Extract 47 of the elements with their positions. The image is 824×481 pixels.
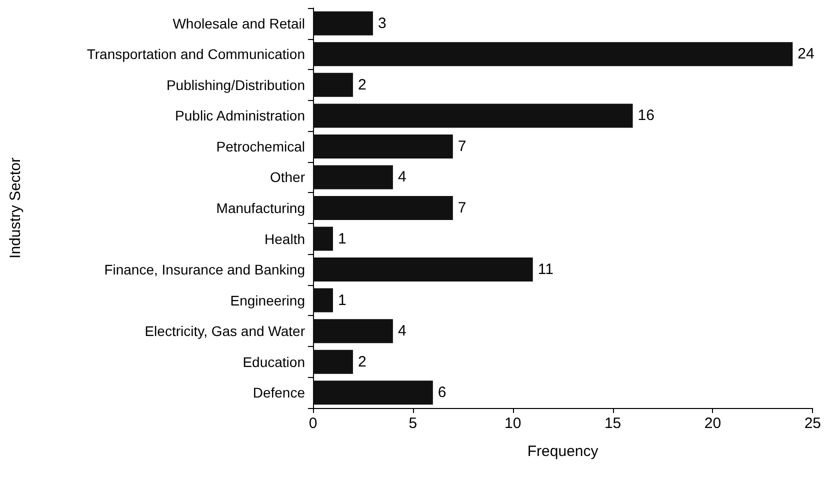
y-tick-label: Defence [252,384,306,401]
y-tick-label: Wholesale and Retail [172,15,305,32]
bar [313,165,393,190]
y-tick-label: Finance, Insurance and Banking [104,262,305,278]
data-label: 24 [798,46,814,63]
data-label: 2 [358,76,366,94]
y-axis-title: Industry Sector [7,158,24,258]
y-tick-label: Electricity, Gas and Water [144,323,306,340]
data-label: 6 [438,384,446,402]
x-tick-label: 10 [504,415,522,432]
data-label: 16 [638,107,654,124]
x-tick-label: 25 [804,415,821,432]
bar [313,42,793,66]
data-label: 1 [338,292,346,309]
data-label: 7 [458,200,466,216]
y-tick-label: Petrochemical [216,138,305,154]
x-tick-label: 5 [408,415,418,432]
x-tick-label: 15 [604,415,622,432]
y-tick-label: Transportation and Communication [86,46,305,62]
y-tick-label: Manufacturing [216,200,305,216]
bar [313,380,433,405]
data-label: 4 [398,168,406,186]
y-tick-label: Public Administration [175,108,305,124]
bar [313,226,333,251]
y-tick-label: Health [264,230,305,247]
x-axis-title: Frequency [527,443,599,460]
x-tick-label: 20 [704,415,722,432]
bar [313,288,333,312]
y-tick-label: Publishing/Distribution [166,76,305,93]
data-label: 11 [538,261,554,278]
data-label: 2 [358,353,366,370]
y-tick-label: Education [242,354,305,370]
data-label: 7 [458,138,466,155]
bar [313,11,373,36]
bar [313,258,533,282]
data-label: 3 [378,14,386,32]
bar [313,72,353,97]
bar [313,104,633,128]
y-tick-label: Other [270,169,306,186]
bar [313,319,393,344]
y-tick-label: Engineering [230,292,305,308]
bar [313,196,453,220]
data-label: 4 [398,322,406,340]
bar [313,134,453,158]
data-label: 1 [338,230,346,248]
x-tick-label: 0 [308,415,318,432]
bar [313,350,353,374]
